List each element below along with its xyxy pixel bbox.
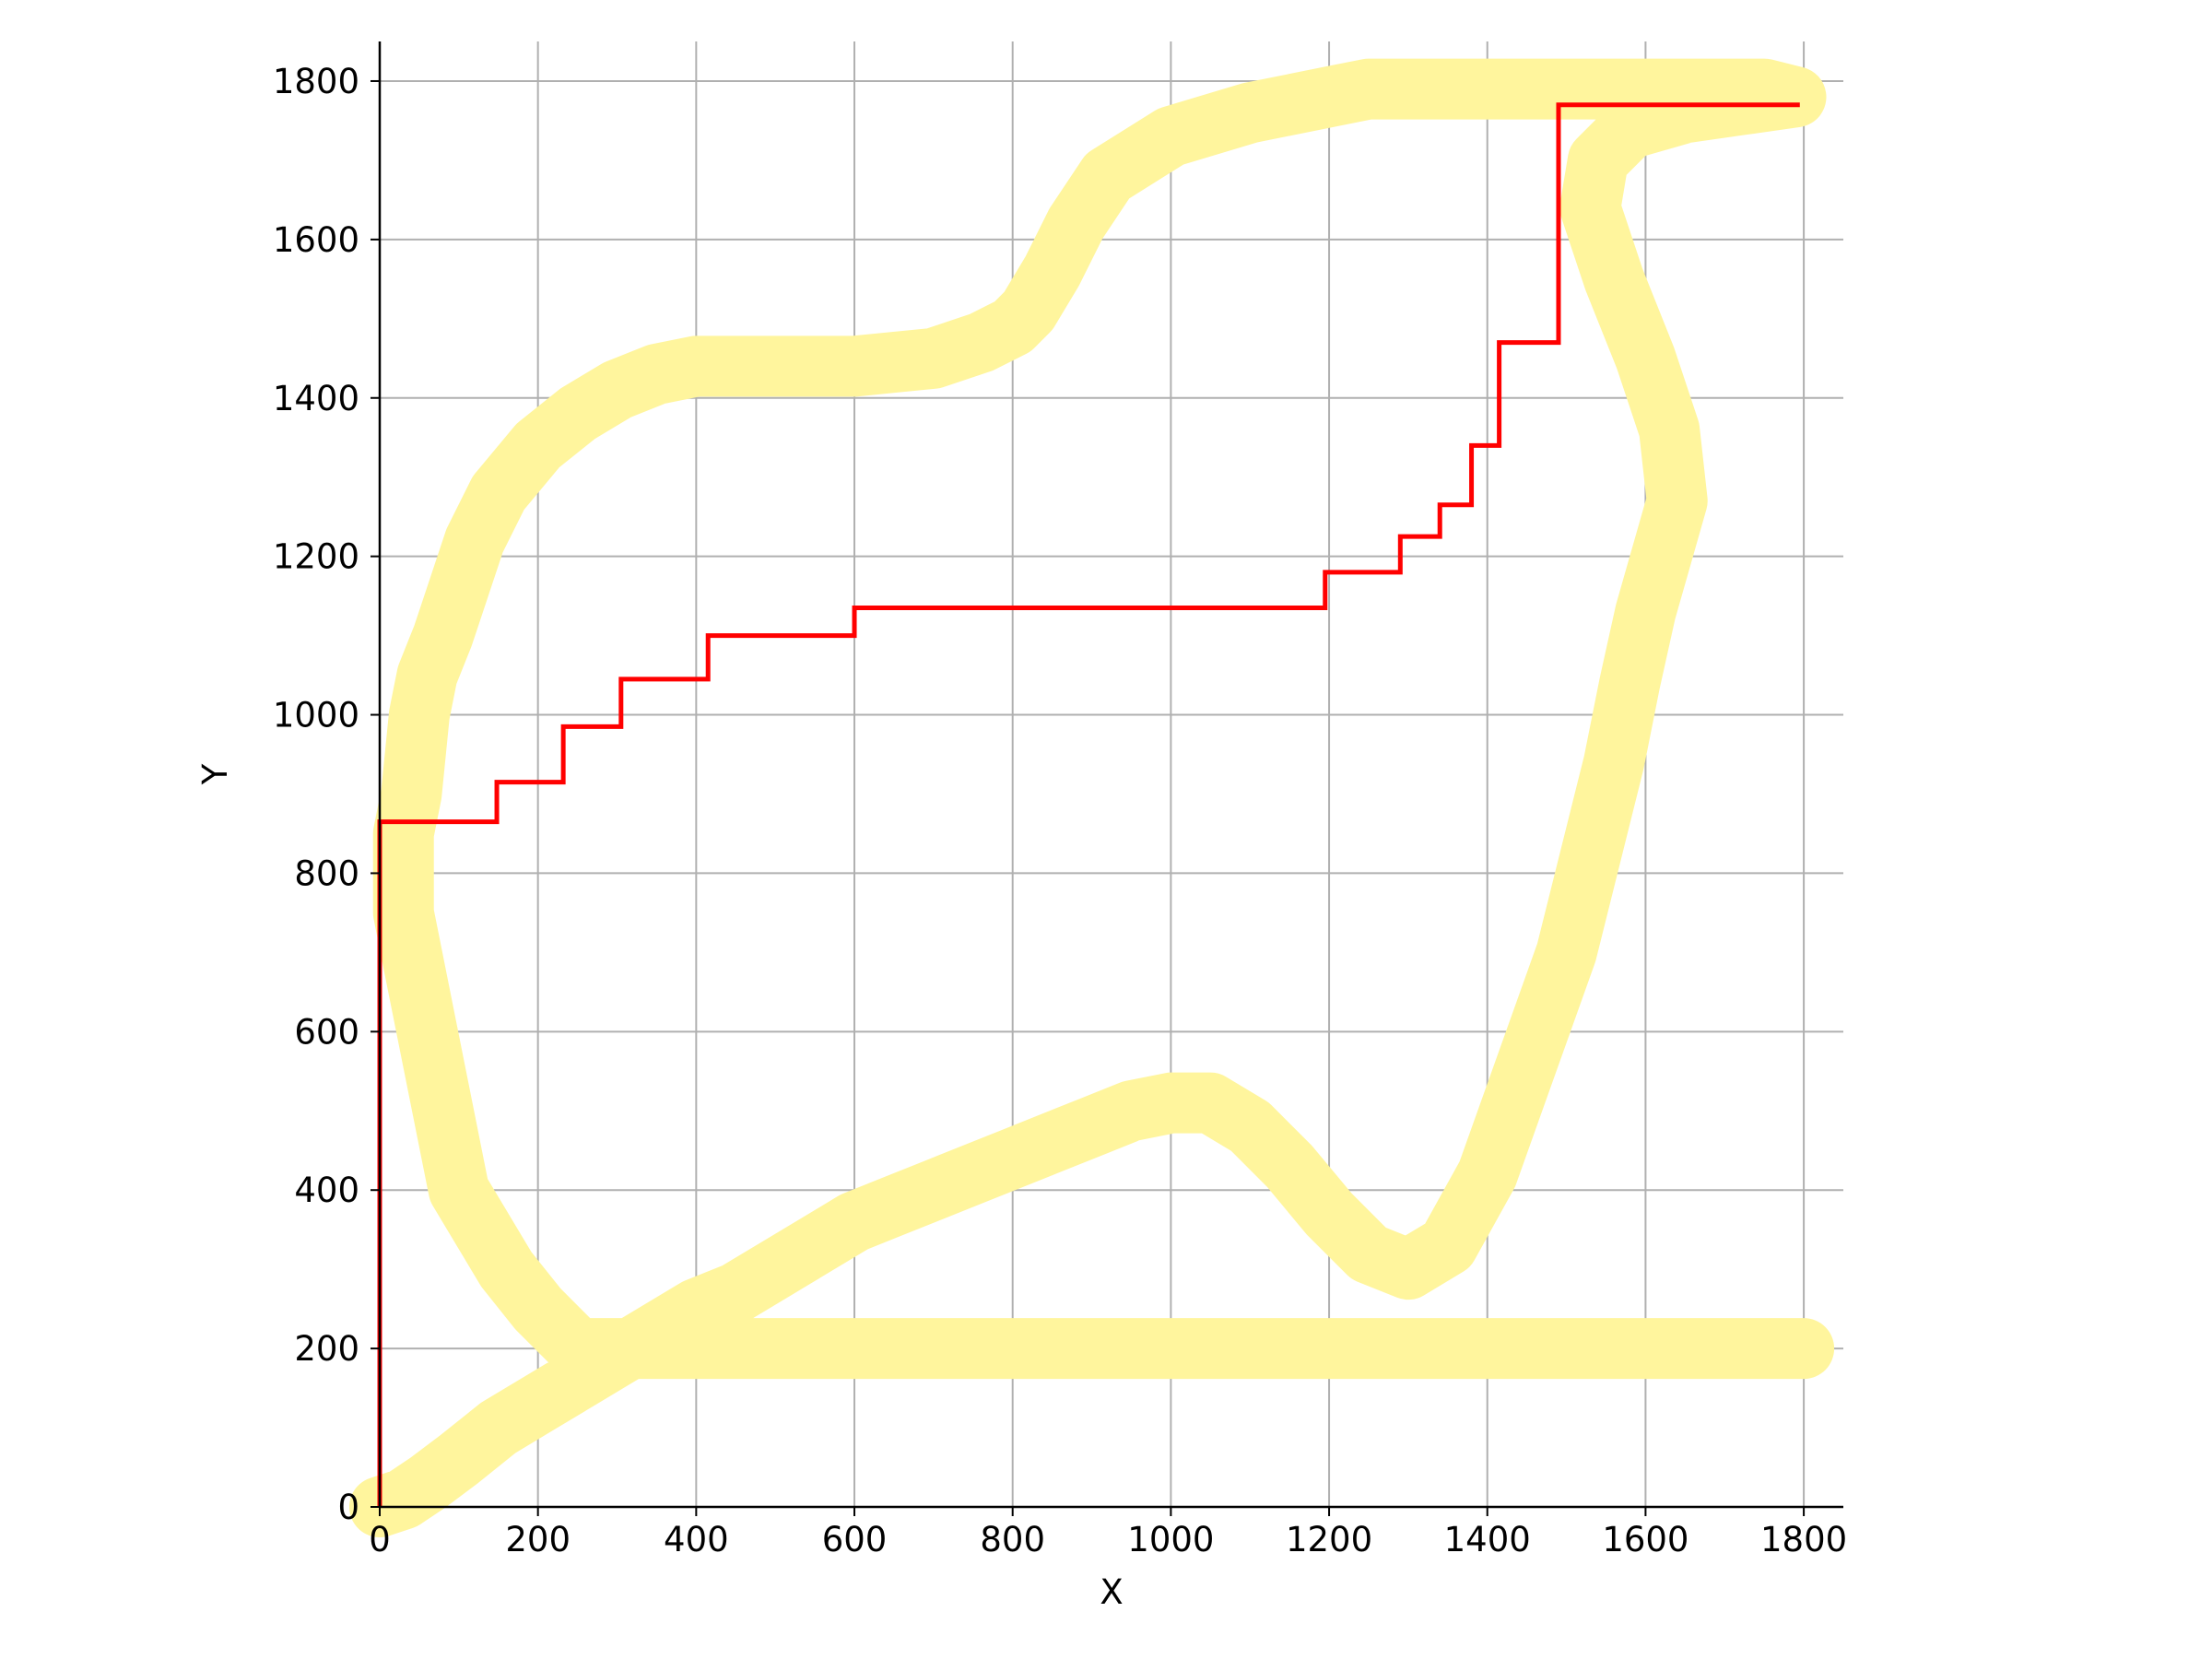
y-tick-label: 400 <box>294 1171 359 1210</box>
x-tick-label: 1800 <box>1760 1520 1847 1559</box>
x-tick-label: 0 <box>369 1520 391 1559</box>
y-tick-label: 1800 <box>273 62 359 101</box>
axes <box>371 41 1843 1516</box>
y-tick-label: 1200 <box>273 537 359 577</box>
track-series <box>349 58 1835 1537</box>
x-tick-label: 1600 <box>1602 1520 1688 1559</box>
path-line <box>377 102 1800 1507</box>
track-line <box>349 58 1835 1537</box>
y-tick-label: 800 <box>294 853 359 893</box>
x-tick-label: 200 <box>505 1520 571 1559</box>
y-tick-label: 1400 <box>273 379 359 418</box>
tick-labels: 0 200 400 600 800 1000 1200 1400 1600 1800 0 200 400… <box>273 62 1847 1559</box>
y-tick-label: 600 <box>294 1012 359 1052</box>
path-series <box>377 102 1800 1507</box>
x-tick-label: 400 <box>664 1520 729 1559</box>
y-tick-label: 200 <box>294 1329 359 1369</box>
x-axis-label: X <box>1100 1572 1123 1612</box>
x-tick-label: 800 <box>980 1520 1045 1559</box>
y-tick-label: 1600 <box>273 220 359 260</box>
x-tick-label: 1400 <box>1444 1520 1531 1559</box>
x-tick-label: 1200 <box>1286 1520 1372 1559</box>
y-axis-label: Y <box>195 763 235 785</box>
y-tick-label: 0 <box>337 1488 359 1527</box>
x-tick-label: 1000 <box>1127 1520 1214 1559</box>
y-tick-label: 1000 <box>273 696 359 735</box>
x-tick-label: 600 <box>822 1520 888 1559</box>
